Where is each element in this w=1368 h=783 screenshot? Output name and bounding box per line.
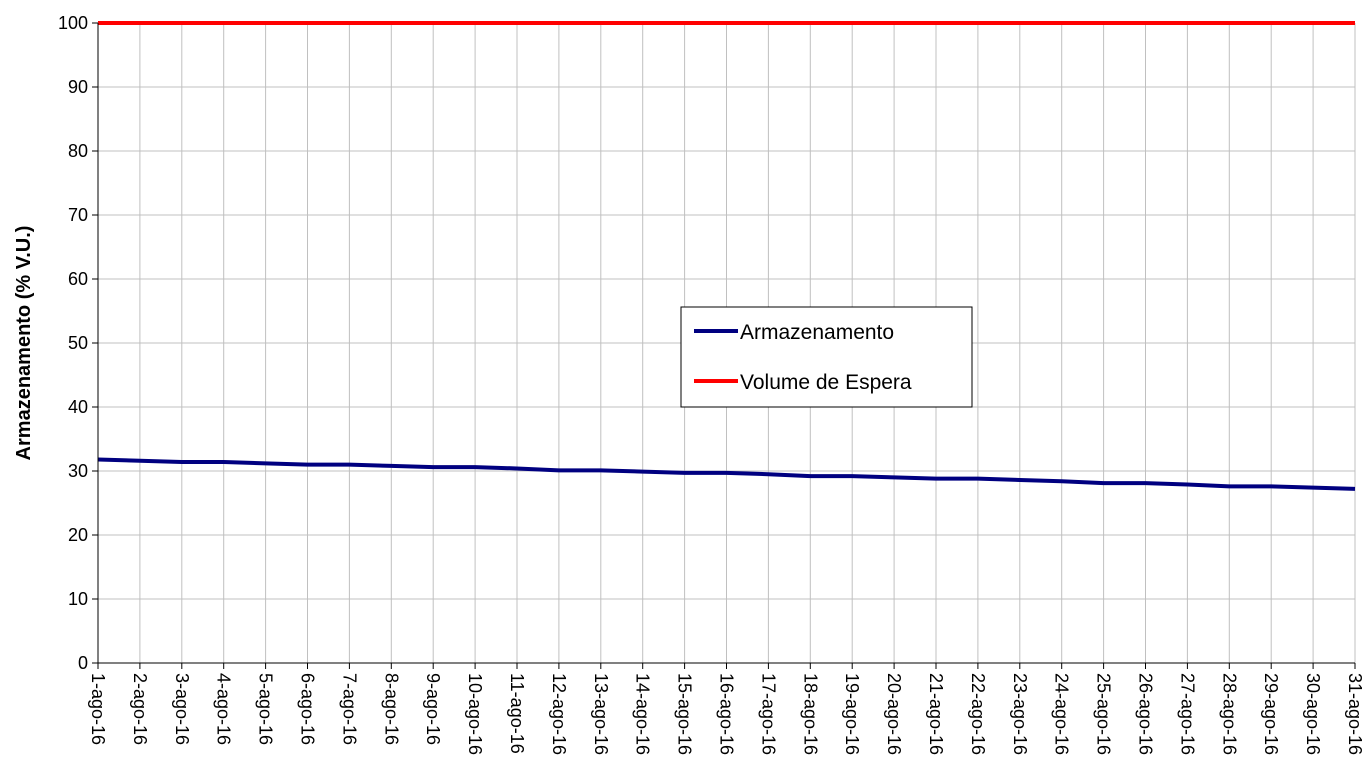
x-tick-label: 3-ago-16 bbox=[172, 673, 192, 745]
x-tick-label: 15-ago-16 bbox=[675, 673, 695, 755]
legend-label-armazenamento: Armazenamento bbox=[740, 321, 894, 344]
x-tick-label: 4-ago-16 bbox=[214, 673, 234, 745]
x-tick-label: 1-ago-16 bbox=[88, 673, 108, 745]
legend-box bbox=[680, 306, 973, 408]
y-tick-label: 40 bbox=[68, 397, 88, 417]
x-tick-label: 22-ago-16 bbox=[968, 673, 988, 755]
x-tick-label: 25-ago-16 bbox=[1094, 673, 1114, 755]
legend-label-volume-de-espera: Volume de Espera bbox=[740, 371, 912, 394]
y-tick-label: 0 bbox=[78, 653, 88, 673]
x-tick-label: 26-ago-16 bbox=[1136, 673, 1156, 755]
x-tick-label: 16-ago-16 bbox=[717, 673, 737, 755]
x-tick-label: 11-ago-16 bbox=[507, 673, 527, 754]
x-tick-label: 17-ago-16 bbox=[758, 673, 778, 755]
y-tick-label: 30 bbox=[68, 461, 88, 481]
x-tick-label: 7-ago-16 bbox=[339, 673, 359, 745]
y-tick-label: 100 bbox=[58, 13, 88, 33]
y-tick-label: 90 bbox=[68, 77, 88, 97]
x-tick-label: 14-ago-16 bbox=[633, 673, 653, 755]
x-tick-label: 24-ago-16 bbox=[1052, 673, 1072, 755]
y-tick-label: 20 bbox=[68, 525, 88, 545]
y-axis-label: Armazenamento (% V.U.) bbox=[13, 226, 35, 461]
x-tick-label: 19-ago-16 bbox=[842, 673, 862, 755]
x-tick-label: 23-ago-16 bbox=[1010, 673, 1030, 755]
x-tick-label: 5-ago-16 bbox=[256, 673, 276, 745]
x-tick-label: 13-ago-16 bbox=[591, 673, 611, 755]
x-tick-label: 27-ago-16 bbox=[1177, 673, 1197, 755]
x-tick-label: 30-ago-16 bbox=[1303, 673, 1323, 755]
axes bbox=[92, 22, 1356, 669]
y-tick-label: 70 bbox=[68, 205, 88, 225]
x-tick-label: 6-ago-16 bbox=[298, 673, 318, 745]
x-tick-label: 29-ago-16 bbox=[1261, 673, 1281, 755]
x-tick-label: 18-ago-16 bbox=[800, 673, 820, 755]
y-tick-label: 50 bbox=[68, 333, 88, 353]
y-tick-labels: 0 10 20 30 40 50 60 70 80 90 100 bbox=[58, 13, 88, 673]
x-tick-label: 31-ago-16 bbox=[1345, 673, 1365, 755]
legend: Armazenamento Volume de Espera bbox=[680, 306, 973, 408]
x-tick-label: 21-ago-16 bbox=[926, 673, 946, 755]
series-lines bbox=[97, 21, 1356, 491]
x-tick-label: 12-ago-16 bbox=[549, 673, 569, 755]
x-tick-label: 28-ago-16 bbox=[1219, 673, 1239, 755]
x-tick-labels: 1-ago-16 2-ago-16 3-ago-16 4-ago-16 5-ago-16… bbox=[88, 673, 1365, 755]
y-tick-label: 10 bbox=[68, 589, 88, 609]
x-tick-label: 2-ago-16 bbox=[130, 673, 150, 745]
y-tick-label: 80 bbox=[68, 141, 88, 161]
y-tick-label: 60 bbox=[68, 269, 88, 289]
x-tick-label: 9-ago-16 bbox=[423, 673, 443, 745]
x-tick-label: 10-ago-16 bbox=[465, 673, 485, 755]
x-tick-label: 8-ago-16 bbox=[381, 673, 401, 745]
x-tick-label: 20-ago-16 bbox=[884, 673, 904, 755]
series-line-armazenamento bbox=[97, 457, 1356, 491]
